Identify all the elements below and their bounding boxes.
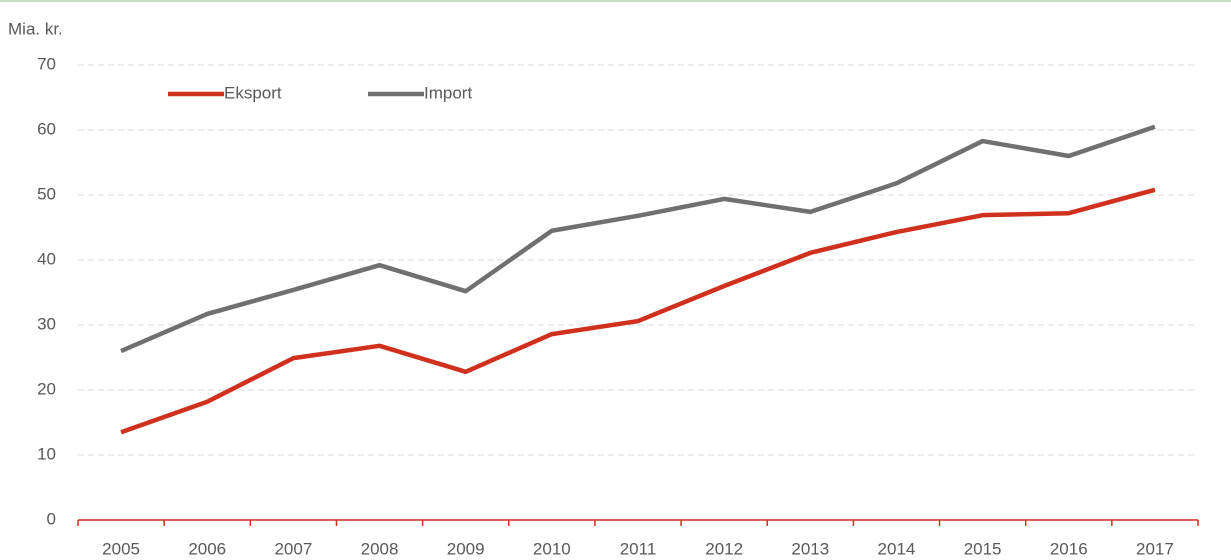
- x-tick-label: 2011: [620, 539, 657, 558]
- x-tick-label: 2013: [791, 539, 829, 558]
- y-tick-label: 50: [37, 184, 56, 203]
- y-tick-label: 20: [37, 379, 56, 398]
- x-tick-label: 2007: [274, 539, 312, 558]
- legend-label: Eksport: [224, 83, 282, 102]
- x-tick-label: 2009: [447, 539, 485, 558]
- y-tick-label: 10: [37, 444, 56, 463]
- x-tick-label: 2006: [188, 539, 226, 558]
- x-tick-label: 2008: [361, 539, 399, 558]
- x-tick-label: 2012: [705, 539, 743, 558]
- x-tick-label: 2014: [878, 539, 916, 558]
- y-tick-label: 0: [47, 509, 56, 528]
- x-tick-label: 2016: [1050, 539, 1088, 558]
- legend-label: Import: [424, 83, 472, 102]
- series-line: [120, 187, 1156, 435]
- y-tick-label: 40: [37, 249, 56, 268]
- x-tick-label: 2017: [1136, 539, 1174, 558]
- x-tick-label: 2005: [102, 539, 140, 558]
- y-tick-label: 30: [37, 314, 56, 333]
- y-axis-label: Mia. kr.: [8, 19, 63, 38]
- y-tick-label: 70: [37, 54, 56, 73]
- y-tick-label: 60: [37, 119, 56, 138]
- x-tick-label: 2015: [964, 539, 1002, 558]
- x-tick-label: 2010: [533, 539, 571, 558]
- series-line: [120, 124, 1156, 354]
